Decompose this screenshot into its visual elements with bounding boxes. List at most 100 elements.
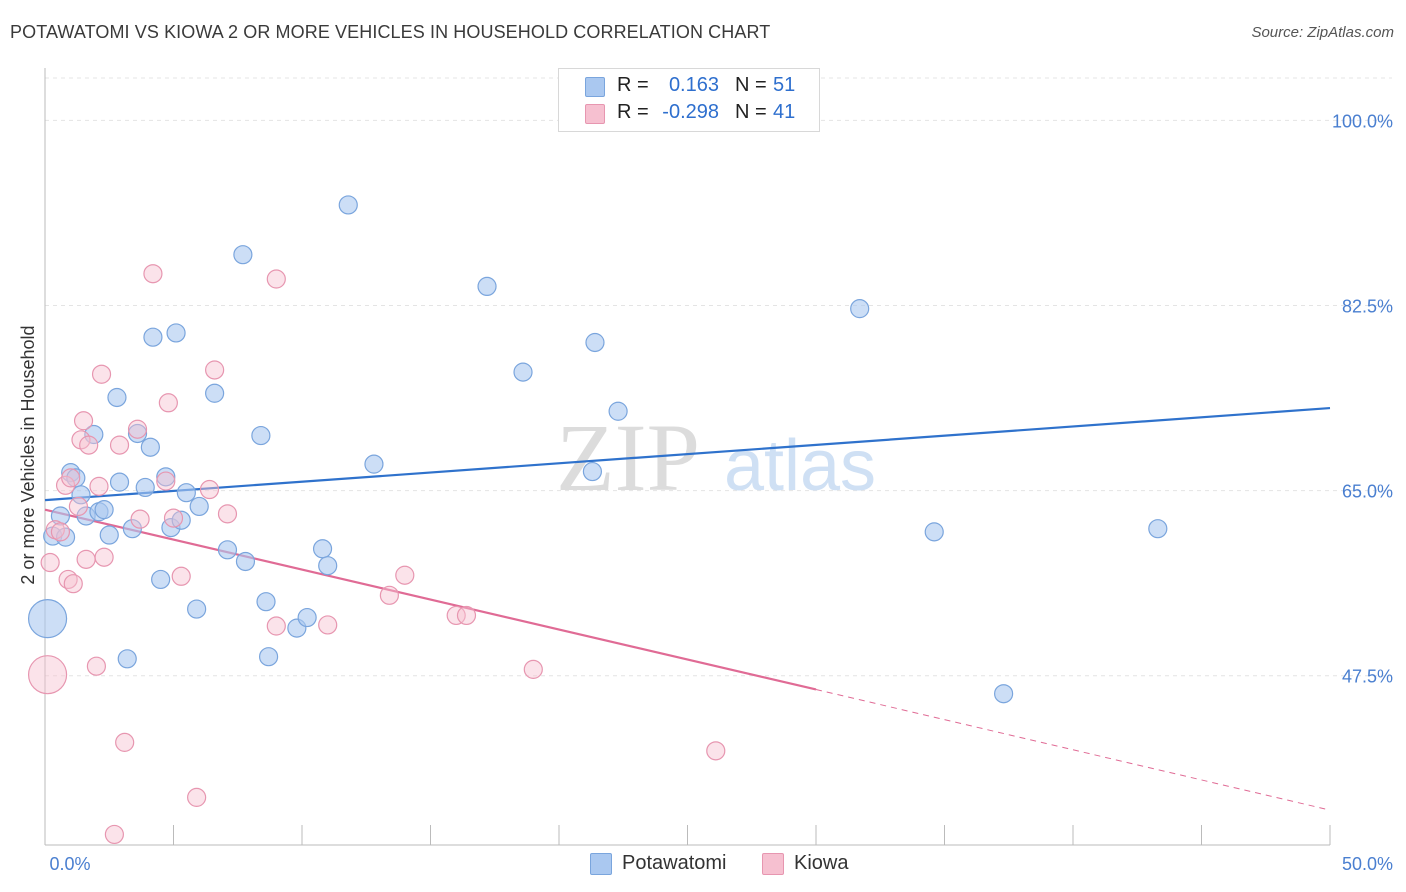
kiowa-point	[76, 549, 96, 569]
potawatomi-point	[585, 332, 605, 353]
potawatomi-point	[1148, 519, 1168, 539]
kiowa-point	[63, 574, 83, 594]
potawatomi-point	[27, 599, 68, 639]
kiowa-point	[187, 787, 207, 807]
kiowa-point	[706, 741, 726, 761]
kiowa-point	[91, 364, 112, 384]
potawatomi-point	[55, 527, 76, 547]
kiowa-point	[143, 264, 163, 284]
pink-swatch-icon	[585, 104, 605, 124]
kiowa-point	[50, 522, 71, 542]
potawatomi-point	[171, 510, 191, 530]
kiowa-point	[456, 605, 477, 626]
potawatomi-point	[258, 647, 279, 667]
potawatomi-point	[994, 684, 1014, 704]
potawatomi-point	[84, 424, 104, 445]
kiowa-point	[73, 411, 94, 431]
potawatomi-point	[608, 401, 628, 421]
potawatomi-point	[99, 525, 119, 545]
source-label: Source: ZipAtlas.com	[1251, 24, 1394, 41]
potawatomi-point	[143, 327, 163, 347]
n-value: 41	[773, 101, 796, 123]
potawatomi-point	[338, 195, 358, 215]
potawatomi-point	[364, 454, 384, 474]
potawatomi-point	[850, 299, 870, 319]
kiowa-point	[523, 659, 543, 679]
potawatomi-point	[187, 599, 207, 619]
kiowa-point	[89, 476, 109, 496]
potawatomi-point	[217, 540, 238, 560]
potawatomi-point	[122, 519, 142, 539]
kiowa-point	[266, 269, 286, 289]
blue-swatch-icon	[585, 77, 605, 97]
kiowa-point	[94, 547, 114, 567]
kiowa-point	[318, 615, 338, 635]
kiowa-point	[79, 435, 99, 455]
kiowa-point	[446, 605, 466, 626]
potawatomi-point	[117, 649, 137, 669]
kiowa-point	[68, 496, 89, 517]
potawatomi-point	[256, 592, 276, 612]
n-value: 51	[773, 74, 796, 96]
kiowa-point	[109, 435, 130, 455]
potawatomi-point	[924, 522, 944, 542]
potawatomi-point	[205, 383, 225, 403]
potawatomi-point	[318, 556, 338, 576]
trend-lines	[44, 406, 1331, 811]
kiowa-point	[379, 585, 399, 605]
kiowa-point	[104, 824, 124, 845]
kiowa-point	[130, 509, 150, 529]
legend-label: Potawatomi	[622, 852, 727, 874]
grid-lines	[45, 77, 1392, 677]
y-axis-title: 2 or more Vehicles in Household	[18, 325, 38, 585]
kiowa-point	[40, 552, 60, 573]
legend-row-kiowa: R = -0.298 N = 41	[559, 101, 819, 127]
potawatomi-point	[94, 500, 114, 520]
stats-legend: R = 0.163 N = 51 R = -0.298 N = 41	[558, 68, 820, 132]
potawatomi-point	[251, 425, 271, 446]
potawatomi-point	[107, 387, 127, 408]
potawatomi-point	[140, 437, 160, 457]
kiowa-point	[61, 468, 81, 488]
potawatomi-point	[235, 551, 256, 572]
data-points	[27, 96, 1168, 845]
axes	[44, 68, 1331, 846]
watermark-atlas: atlas	[724, 426, 876, 506]
potawatomi-point	[189, 496, 209, 517]
x-tick-label: 0.0%	[49, 854, 90, 874]
potawatomi-point	[477, 276, 497, 297]
kiowa-point	[163, 508, 184, 528]
potawatomi-point	[109, 472, 130, 492]
potawatomi-point	[176, 483, 196, 503]
potawatomi-point	[233, 245, 253, 265]
blue-swatch-icon	[590, 853, 612, 875]
tick-labels: 47.5% 65.0% 82.5% 100.0% 0.0% 50.0%	[49, 111, 1393, 874]
potawatomi-point	[312, 539, 333, 559]
potawatomi-point	[166, 323, 186, 343]
potawatomi-point	[135, 477, 155, 498]
watermark: ZIP atlas	[556, 404, 876, 511]
r-value: -0.298	[662, 101, 719, 123]
r-label: R =	[617, 101, 649, 123]
y-tick-label: 65.0%	[1342, 482, 1393, 502]
kiowa-point	[266, 616, 286, 636]
potawatomi-point	[582, 461, 603, 482]
kiowa-point	[217, 504, 238, 524]
y-tick-label: 82.5%	[1342, 296, 1393, 316]
kiowa-point	[158, 393, 178, 413]
kiowa-point	[156, 471, 176, 491]
kiowa-point	[205, 360, 225, 380]
chart-title: POTAWATOMI VS KIOWA 2 OR MORE VEHICLES I…	[10, 22, 771, 42]
kiowa-point	[86, 656, 107, 676]
trendline-potawatomi	[44, 406, 1331, 502]
potawatomi-point	[71, 485, 91, 505]
x-tick-label: 50.0%	[1342, 854, 1393, 874]
kiowa-point	[171, 566, 191, 586]
kiowa-point	[395, 565, 415, 585]
legend-row-potawatomi: R = 0.163 N = 51	[559, 74, 819, 100]
trendline-kiowa	[44, 508, 817, 691]
y-tick-label: 47.5%	[1342, 667, 1393, 687]
potawatomi-point	[513, 362, 533, 382]
potawatomi-point	[127, 423, 148, 444]
